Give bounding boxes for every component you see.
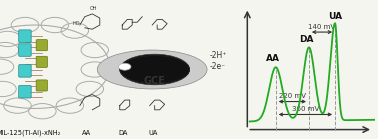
Text: 140 mV: 140 mV xyxy=(308,24,336,30)
FancyBboxPatch shape xyxy=(19,44,31,56)
FancyBboxPatch shape xyxy=(19,65,31,77)
Text: GCE: GCE xyxy=(144,76,166,86)
Text: 360 mV: 360 mV xyxy=(292,106,319,112)
Ellipse shape xyxy=(120,56,190,83)
FancyBboxPatch shape xyxy=(19,85,31,98)
FancyBboxPatch shape xyxy=(36,80,47,91)
Text: 220 mV: 220 mV xyxy=(279,93,306,99)
Text: AA: AA xyxy=(266,54,280,63)
Ellipse shape xyxy=(120,54,190,85)
Text: DA: DA xyxy=(119,130,128,136)
Text: AA: AA xyxy=(82,130,91,136)
FancyBboxPatch shape xyxy=(19,30,31,42)
Text: -2H⁺
-2e⁻: -2H⁺ -2e⁻ xyxy=(209,51,227,71)
Text: HO: HO xyxy=(72,21,80,26)
FancyBboxPatch shape xyxy=(36,40,47,51)
Ellipse shape xyxy=(97,50,207,89)
Text: DA: DA xyxy=(299,35,314,44)
Circle shape xyxy=(119,63,131,70)
Text: OH: OH xyxy=(90,6,97,11)
FancyBboxPatch shape xyxy=(36,56,47,67)
Text: UA: UA xyxy=(149,130,158,136)
Text: UA: UA xyxy=(328,12,342,21)
Text: MIL-125(Ti-Al)-xNH₂: MIL-125(Ti-Al)-xNH₂ xyxy=(0,130,61,136)
